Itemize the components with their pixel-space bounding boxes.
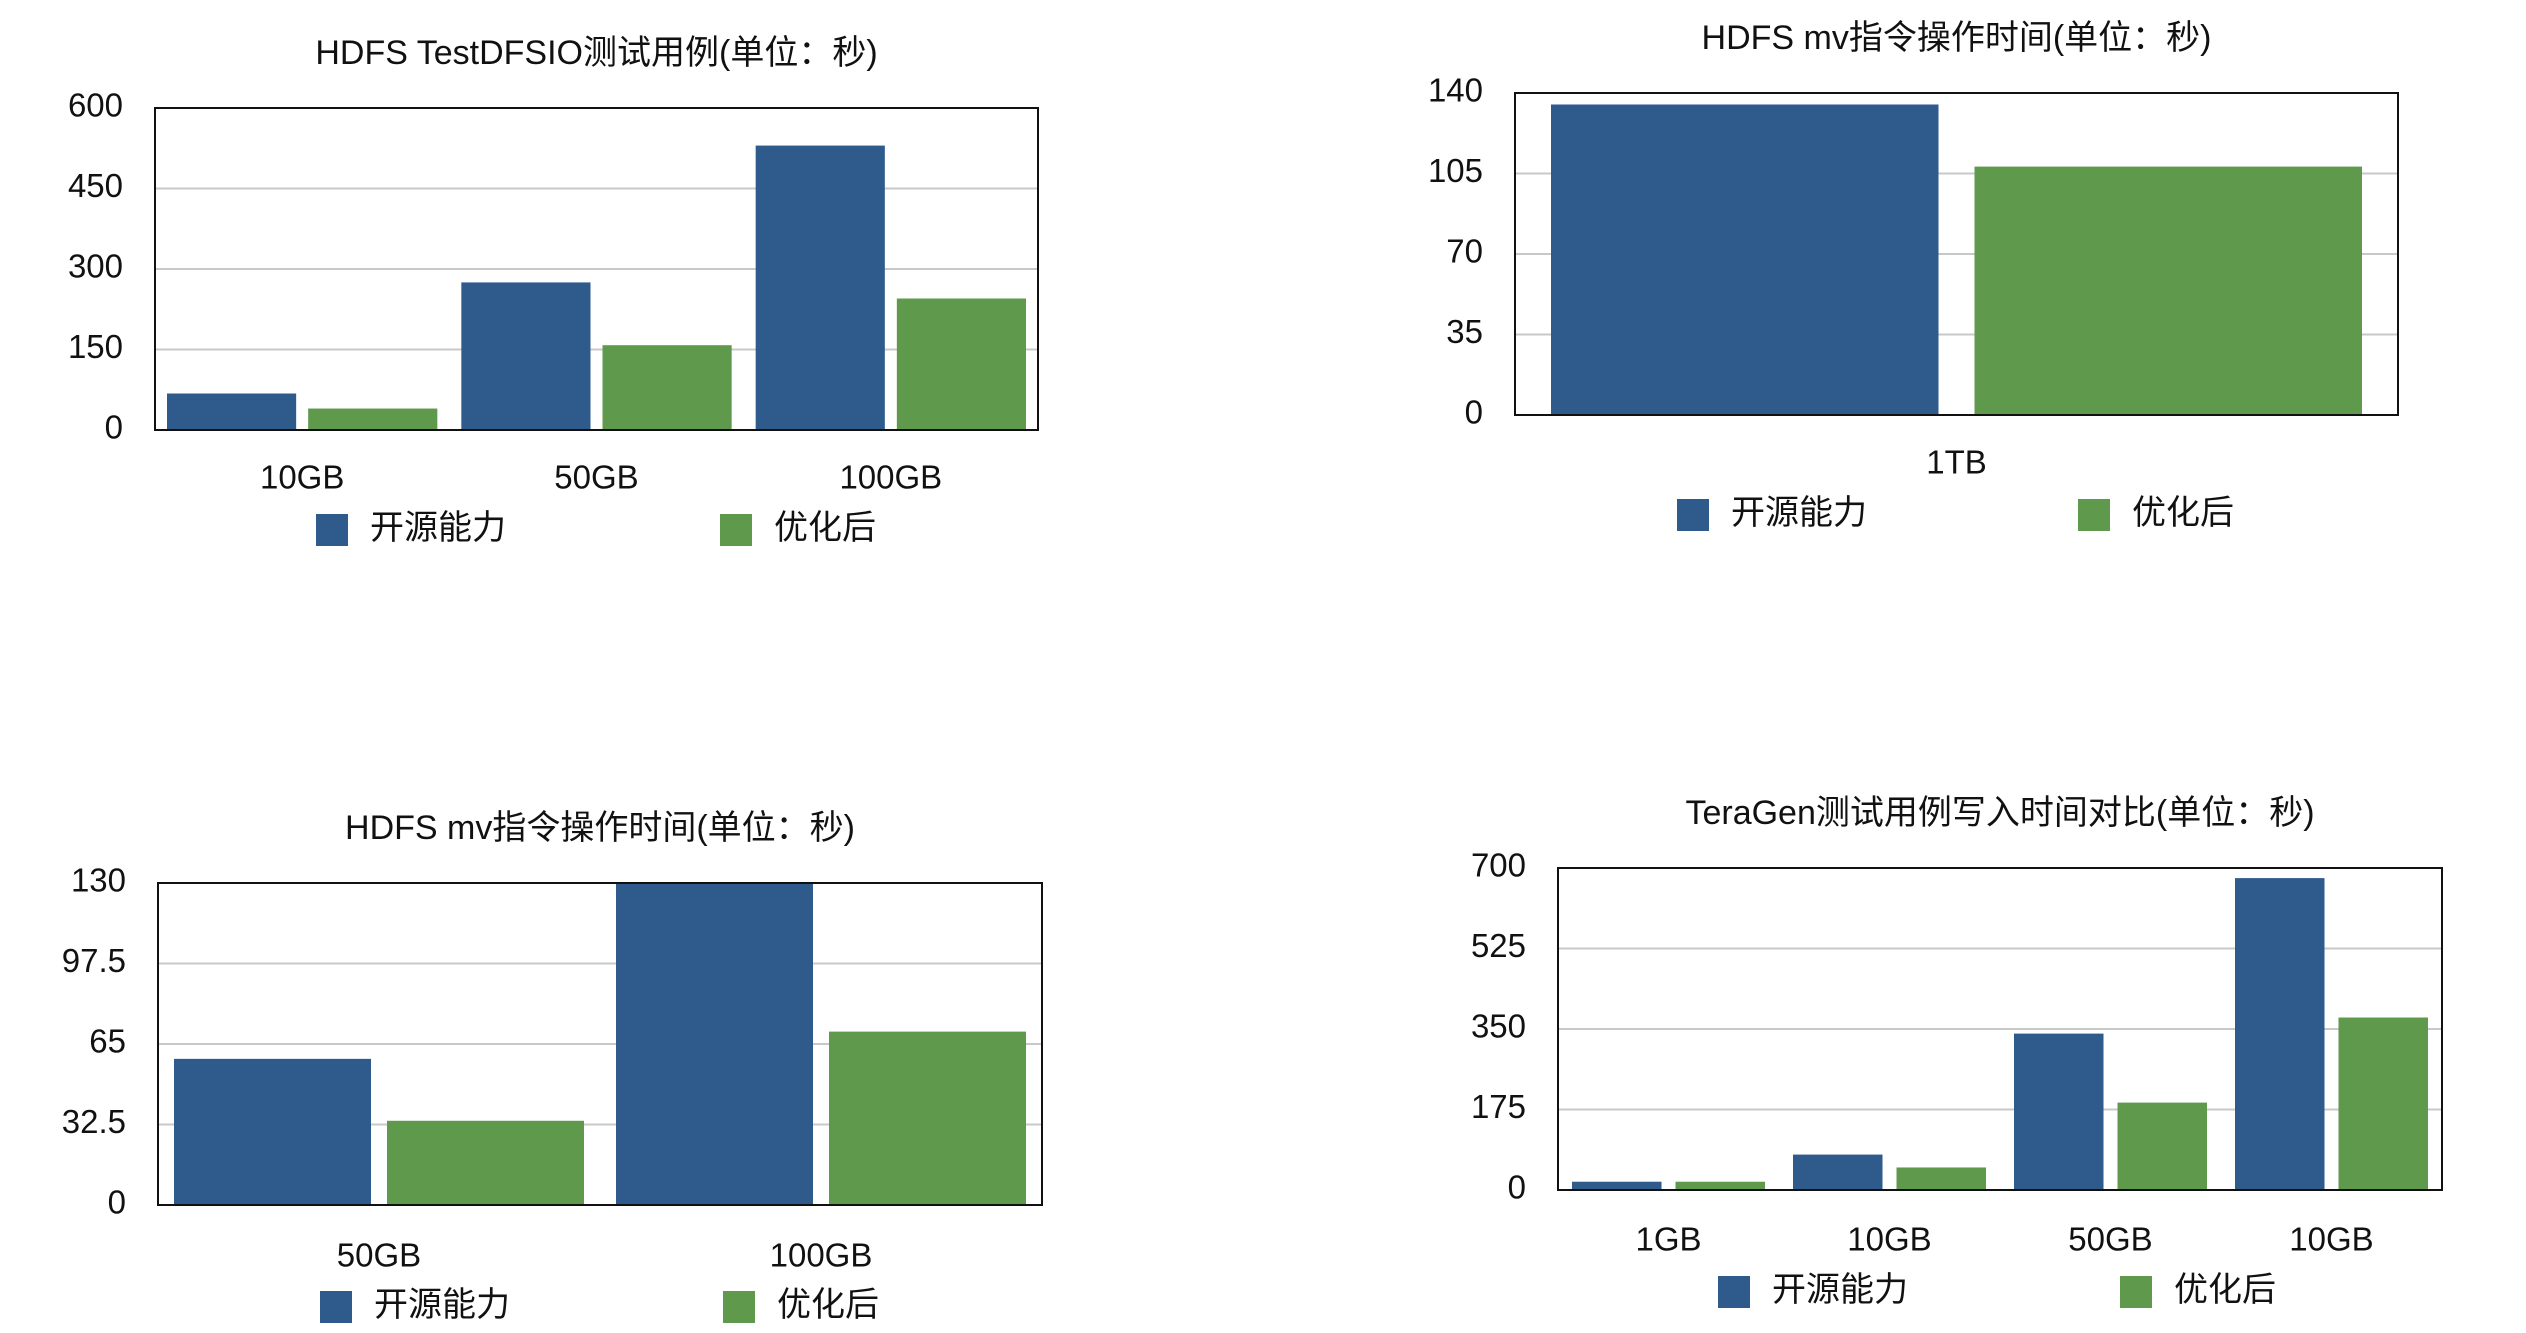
bar-优化后-10GB bbox=[1896, 1167, 1986, 1190]
y-tick-label: 700 bbox=[1471, 847, 1526, 884]
y-tick-label: 65 bbox=[89, 1023, 126, 1060]
chart-title: HDFS TestDFSIO测试用例(单位：秒) bbox=[315, 34, 877, 72]
plot-frame bbox=[157, 882, 1043, 1206]
y-tick-label: 0 bbox=[1465, 394, 1483, 431]
y-tick-label: 105 bbox=[1428, 152, 1483, 189]
y-tick-label: 150 bbox=[68, 328, 123, 365]
x-tick-label: 50GB bbox=[554, 459, 638, 496]
bar-开源能力-1GB bbox=[1572, 1181, 1662, 1190]
legend-swatch bbox=[316, 514, 348, 546]
y-tick-label: 97.5 bbox=[62, 942, 126, 979]
y-tick-label: 32.5 bbox=[62, 1103, 126, 1140]
bar-开源能力-100GB bbox=[755, 145, 885, 431]
bar-优化后-10GB bbox=[308, 408, 438, 430]
bar-优化后-1TB bbox=[1974, 166, 2362, 415]
y-tick-label: 35 bbox=[1446, 313, 1483, 350]
x-tick-label: 100GB bbox=[839, 459, 942, 496]
y-tick-label: 600 bbox=[68, 87, 123, 124]
y-tick-label: 0 bbox=[1508, 1169, 1526, 1206]
chart-title: TeraGen测试用例写入时间对比(单位：秒) bbox=[1685, 794, 2314, 832]
legend-label: 优化后 bbox=[2132, 494, 2234, 532]
chart-title: HDFS mv指令操作时间(单位：秒) bbox=[1702, 19, 2212, 57]
legend-swatch bbox=[723, 1291, 755, 1323]
legend-swatch bbox=[720, 514, 752, 546]
chart-4: TeraGen测试用例写入时间对比(单位：秒) 0 175 350 525 700 1GB 1… bbox=[1471, 794, 2443, 1309]
legend-swatch bbox=[2120, 1276, 2152, 1308]
chart-2: HDFS mv指令操作时间(单位：秒) 0 35 70 105 140 1TB 开源能力 优化后 bbox=[1428, 19, 2399, 532]
y-tick-label: 450 bbox=[68, 167, 123, 204]
bar-优化后-100GB bbox=[896, 298, 1026, 430]
legend-label: 优化后 bbox=[2174, 1271, 2276, 1309]
bar-优化后-10GB bbox=[2338, 1017, 2428, 1190]
y-tick-label: 70 bbox=[1446, 233, 1483, 270]
bar-开源能力-1TB bbox=[1551, 104, 1939, 415]
legend-swatch bbox=[1677, 499, 1709, 531]
legend-label: 开源能力 bbox=[374, 1286, 510, 1324]
x-tick-label: 1TB bbox=[1926, 444, 1987, 481]
bar-开源能力-10GB bbox=[167, 393, 297, 430]
legend-swatch bbox=[2078, 499, 2110, 531]
x-tick-label: 10GB bbox=[2289, 1221, 2373, 1258]
chart-1: HDFS TestDFSIO测试用例(单位：秒) 0 150 300 450 600 10G… bbox=[68, 34, 1039, 547]
legend-swatch bbox=[1718, 1276, 1750, 1308]
x-tick-label: 50GB bbox=[2068, 1221, 2152, 1258]
bar-优化后-50GB bbox=[2117, 1102, 2207, 1190]
chart-3: HDFS mv指令操作时间(单位：秒) 0 32.5 65 97.5 130 50GB 100… bbox=[62, 809, 1043, 1324]
bar-优化后-50GB bbox=[602, 345, 732, 430]
bar-优化后-100GB bbox=[829, 1031, 1026, 1205]
bar-开源能力-100GB bbox=[616, 883, 813, 1205]
y-tick-label: 175 bbox=[1471, 1088, 1526, 1125]
x-tick-label: 1GB bbox=[1635, 1221, 1701, 1258]
y-tick-label: 0 bbox=[108, 1184, 126, 1221]
legend-label: 开源能力 bbox=[370, 509, 506, 547]
y-tick-label: 300 bbox=[68, 248, 123, 285]
legend-label: 优化后 bbox=[777, 1286, 879, 1324]
bar-开源能力-10GB bbox=[1793, 1154, 1883, 1190]
x-tick-label: 10GB bbox=[260, 459, 344, 496]
x-tick-label: 10GB bbox=[1847, 1221, 1931, 1258]
y-tick-label: 350 bbox=[1471, 1008, 1526, 1045]
legend-label: 开源能力 bbox=[1772, 1271, 1908, 1309]
y-tick-label: 130 bbox=[71, 862, 126, 899]
plot-frame bbox=[1514, 92, 2399, 416]
y-tick-label: 525 bbox=[1471, 927, 1526, 964]
y-tick-label: 140 bbox=[1428, 72, 1483, 109]
legend-label: 开源能力 bbox=[1731, 494, 1867, 532]
plot-frame bbox=[1557, 867, 2443, 1191]
legend-swatch bbox=[320, 1291, 352, 1323]
bar-开源能力-50GB bbox=[461, 282, 591, 430]
bar-开源能力-10GB bbox=[2235, 878, 2325, 1190]
legend-label: 优化后 bbox=[774, 509, 876, 547]
x-tick-label: 100GB bbox=[770, 1237, 873, 1274]
bar-开源能力-50GB bbox=[2014, 1033, 2104, 1190]
chart-title: HDFS mv指令操作时间(单位：秒) bbox=[345, 809, 855, 847]
y-tick-label: 0 bbox=[105, 409, 123, 446]
bar-优化后-50GB bbox=[387, 1120, 584, 1205]
bar-开源能力-50GB bbox=[174, 1058, 371, 1205]
bar-优化后-1GB bbox=[1675, 1181, 1765, 1190]
x-tick-label: 50GB bbox=[337, 1237, 421, 1274]
plot-frame bbox=[154, 107, 1039, 431]
